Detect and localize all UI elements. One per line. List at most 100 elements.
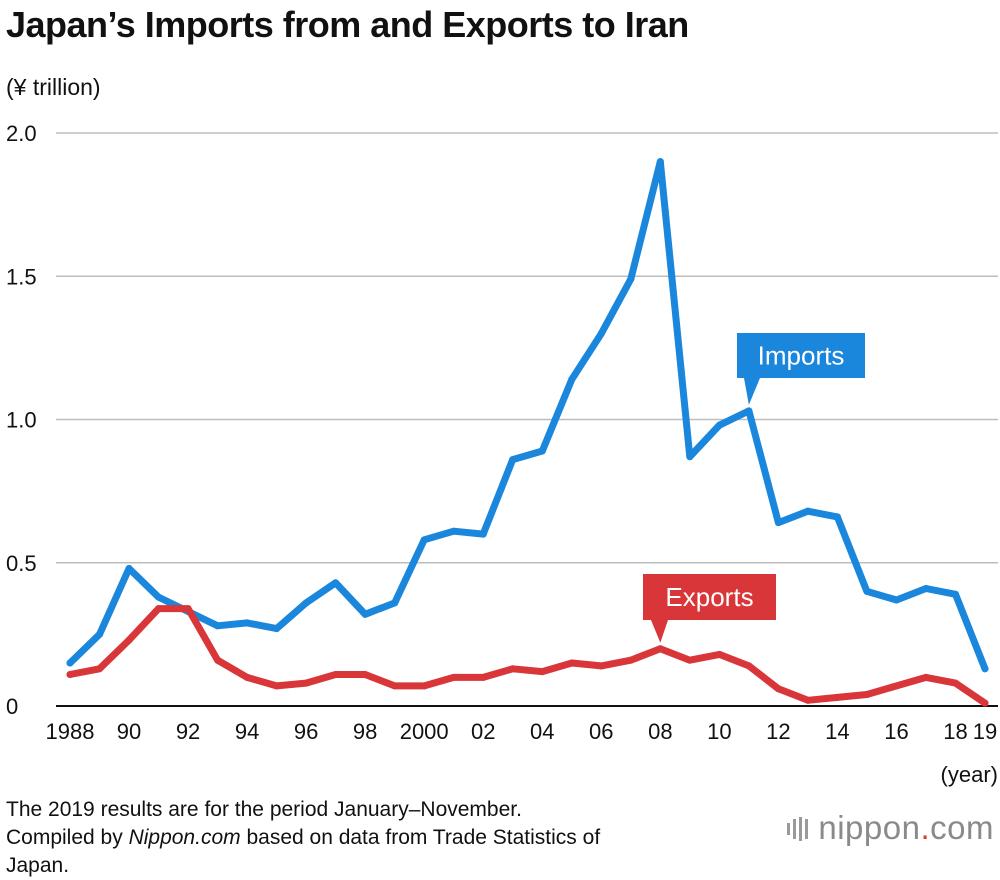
- x-tick-label: 08: [648, 719, 672, 744]
- data-point-exports: [745, 662, 753, 670]
- grid-lines: [56, 132, 998, 707]
- x-tick-label: 14: [825, 719, 849, 744]
- series-lines: [66, 158, 989, 707]
- series-line-imports: [66, 158, 989, 673]
- callout-label: Imports: [758, 341, 845, 371]
- data-point-exports: [981, 699, 989, 707]
- y-tick-label: 0: [6, 694, 18, 719]
- data-point-exports: [568, 659, 576, 667]
- y-tick-label: 2.0: [6, 121, 37, 146]
- data-point-imports: [243, 619, 251, 627]
- data-point-exports: [627, 656, 635, 664]
- data-point-exports: [774, 685, 782, 693]
- data-point-imports: [627, 275, 635, 283]
- data-point-exports: [361, 670, 369, 678]
- chart-title: Japan’s Imports from and Exports to Iran: [6, 4, 689, 45]
- x-tick-label: 90: [117, 719, 141, 744]
- data-point-exports: [214, 656, 222, 664]
- y-tick-label: 1.5: [6, 264, 37, 289]
- data-point-exports: [450, 673, 458, 681]
- y-axis-unit: (¥ trillion): [6, 74, 101, 100]
- series-exports: [66, 605, 989, 707]
- data-point-imports: [66, 659, 74, 667]
- data-point-exports: [538, 668, 546, 676]
- x-tick-label: 92: [176, 719, 200, 744]
- x-tick-label: 12: [766, 719, 790, 744]
- data-point-imports: [96, 630, 104, 638]
- y-tick-label: 1.0: [6, 408, 37, 433]
- data-point-exports: [804, 696, 812, 704]
- x-tick-label: 1988: [46, 719, 95, 744]
- data-point-imports: [538, 447, 546, 455]
- data-point-exports: [686, 656, 694, 664]
- data-point-exports: [96, 665, 104, 673]
- data-point-imports: [155, 593, 163, 601]
- x-tick-label: 10: [707, 719, 731, 744]
- data-point-imports: [361, 610, 369, 618]
- footnote-source-prefix: Compiled by: [6, 826, 129, 849]
- data-point-exports: [302, 679, 310, 687]
- callout-pointer: [744, 378, 760, 405]
- x-tick-label: 02: [471, 719, 495, 744]
- y-tick-labels: 0 0.5 1.0 1.5 2.0: [6, 121, 37, 719]
- x-tick-label: 16: [884, 719, 908, 744]
- data-point-imports: [420, 536, 428, 544]
- data-point-imports: [715, 421, 723, 429]
- data-point-imports: [214, 622, 222, 630]
- data-point-exports: [184, 605, 192, 613]
- data-point-imports: [302, 599, 310, 607]
- data-point-imports: [833, 513, 841, 521]
- data-point-exports: [155, 605, 163, 613]
- x-tick-label: 96: [294, 719, 318, 744]
- x-tick-label: 18: [943, 719, 967, 744]
- x-tick-labels: 1988 90 92 94 96 98 2000 02 04 06 08 10 12 14 16 18 19: [46, 719, 998, 744]
- data-point-imports: [391, 599, 399, 607]
- data-point-exports: [66, 670, 74, 678]
- footnote-source: Compiled by Nippon.com based on data fro…: [6, 824, 600, 852]
- data-point-imports: [922, 585, 930, 593]
- line-chart: 0 0.5 1.0 1.5 2.0 1988 90 92 94 96 98 2000 02 04 06 08…: [6, 121, 998, 787]
- data-point-exports: [509, 665, 517, 673]
- data-point-imports: [892, 596, 900, 604]
- x-tick-label: 06: [589, 719, 613, 744]
- y-tick-label: 0.5: [6, 551, 37, 576]
- data-point-exports: [391, 682, 399, 690]
- data-point-exports: [125, 636, 133, 644]
- callout-exports: Exports: [643, 574, 776, 643]
- data-point-imports: [656, 158, 664, 166]
- data-point-exports: [597, 662, 605, 670]
- x-tick-label: 94: [235, 719, 259, 744]
- data-point-exports: [656, 645, 664, 653]
- footnote-period: The 2019 results are for the period Janu…: [6, 798, 522, 821]
- footnote-source-name: Nippon.com: [128, 826, 241, 849]
- series-imports: [66, 158, 989, 673]
- data-point-imports: [597, 330, 605, 338]
- footnote-source-suffix: based on data from Trade Statistics of: [240, 826, 601, 849]
- x-tick-label: 19: [973, 719, 997, 744]
- data-point-imports: [479, 530, 487, 538]
- callout-pointer: [651, 620, 668, 643]
- data-point-exports: [479, 673, 487, 681]
- callout-imports: Imports: [737, 333, 865, 405]
- data-point-imports: [509, 456, 517, 464]
- data-point-exports: [833, 693, 841, 701]
- series-line-exports: [66, 605, 989, 707]
- data-point-imports: [568, 375, 576, 383]
- data-point-imports: [981, 665, 989, 673]
- data-point-exports: [922, 673, 930, 681]
- x-tick-label: 04: [530, 719, 554, 744]
- data-point-exports: [420, 682, 428, 690]
- data-point-exports: [715, 650, 723, 658]
- data-point-imports: [774, 519, 782, 527]
- bars-icon: [787, 817, 809, 841]
- data-point-imports: [745, 407, 753, 415]
- footnote: The 2019 results are for the period Janu…: [6, 796, 600, 880]
- footnote-source-end: Japan.: [6, 854, 70, 877]
- nippon-logo: nippon.com: [786, 808, 994, 848]
- data-point-imports: [863, 587, 871, 595]
- x-tick-label: 98: [353, 719, 377, 744]
- logo-wordmark: nippon.com: [818, 809, 994, 846]
- callout-box: [643, 574, 776, 620]
- callout-label: Exports: [665, 582, 753, 612]
- x-tick-label: 2000: [400, 719, 449, 744]
